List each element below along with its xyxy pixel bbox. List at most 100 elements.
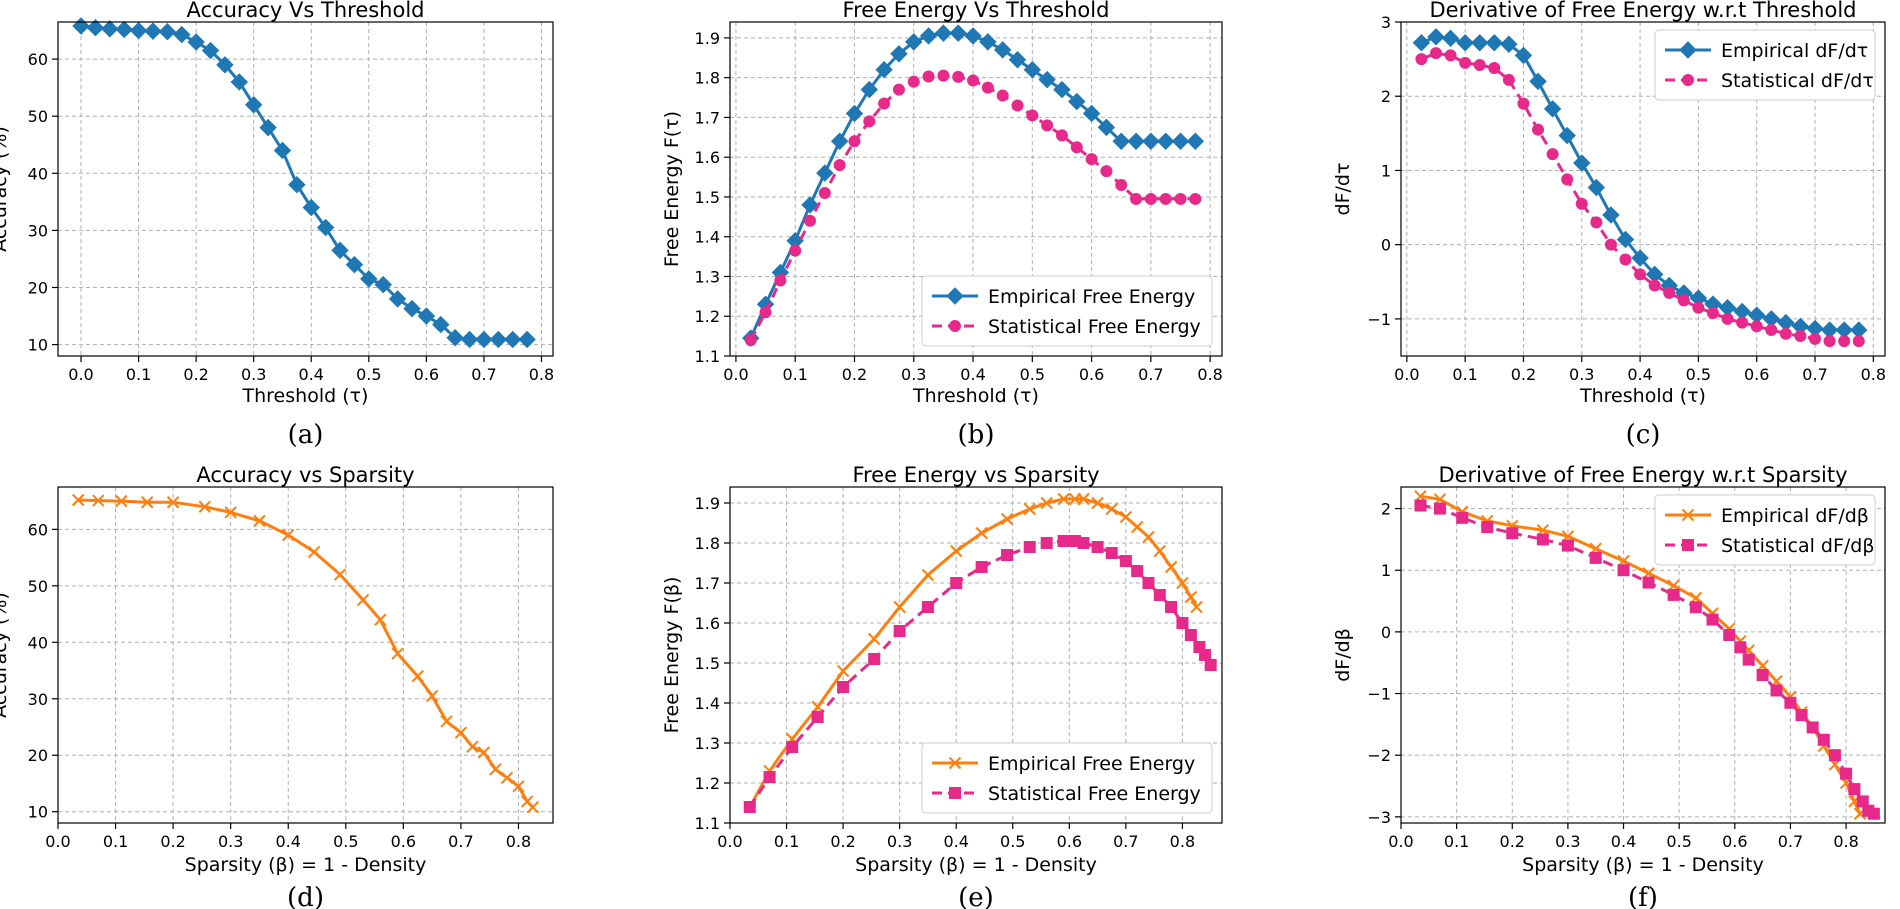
data-point (996, 89, 1009, 102)
x-tick-label: 0.5 (1686, 365, 1711, 384)
x-tick-label: 0.3 (901, 365, 926, 384)
data-point (1765, 324, 1778, 337)
data-point (1057, 535, 1070, 547)
series-line (748, 539, 1213, 808)
x-tick-label: 0.8 (529, 365, 554, 384)
data-point (867, 632, 881, 646)
data-point (993, 41, 1012, 59)
data-point (1119, 555, 1132, 567)
data-point (432, 315, 450, 334)
data-point (1616, 230, 1635, 249)
data-point (1077, 537, 1090, 549)
y-tick-label: 1.9 (695, 29, 720, 48)
data-point (388, 290, 407, 308)
x-tick-label: 0.0 (723, 365, 748, 384)
series-2 (1414, 499, 1880, 820)
grid-lines (58, 22, 553, 356)
data-point (411, 669, 424, 683)
data-point (198, 500, 211, 513)
x-tick-label: 0.5 (356, 365, 381, 384)
panel-caption: (e) (958, 883, 994, 909)
legend-label: Empirical dF/dβ (1721, 505, 1869, 527)
x-tick-label: 0.1 (103, 832, 128, 851)
data-point (1456, 34, 1474, 52)
plot-frame (57, 486, 554, 824)
y-tick-label: 1.1 (695, 347, 720, 366)
y-tick-label: 1.7 (695, 108, 720, 127)
data-point (1097, 118, 1116, 137)
series-1 (71, 493, 540, 814)
y-tick-label: 2 (1381, 500, 1391, 519)
legend: Empirical dF/dτ Statistical dF/dτ (1654, 29, 1876, 101)
legend-entry: Statistical dF/dβ (1665, 535, 1875, 557)
chart-2: 0.0 0.1 0.2 0.3 0.4 0.5 0.6 0.7 0.8 1.1 1.2 1.3 1.4 1… (661, 0, 1223, 450)
data-point (1040, 537, 1053, 549)
x-tick-label: 0.7 (1113, 832, 1138, 851)
chart-1: 0.0 0.1 0.2 0.3 0.4 0.5 0.6 0.7 0.8 10 20 30 40 50 60 A… (0, 0, 554, 450)
data-point (115, 20, 133, 39)
data-point (1456, 511, 1469, 524)
chart-title: Derivative of Free Energy w.r.t Threshol… (1429, 0, 1856, 22)
legend-entry: Empirical Free Energy (932, 753, 1195, 775)
data-point (288, 176, 306, 194)
x-tick-label: 0.1 (782, 365, 807, 384)
data-point (1153, 589, 1166, 601)
y-tick-label: 1.8 (695, 534, 720, 553)
data-point (1100, 165, 1113, 178)
x-axis-label: Sparsity (β) = 1 - Density (855, 854, 1097, 876)
legend-box (921, 742, 1213, 814)
x-tick-label: 0.4 (960, 365, 985, 384)
data-point (425, 689, 439, 703)
data-point (1105, 547, 1118, 559)
x-tick-label: 0.8 (1861, 365, 1886, 384)
data-point (975, 561, 988, 573)
data-point (1502, 73, 1515, 86)
data-point (1809, 332, 1822, 345)
data-point (1587, 178, 1606, 197)
data-point (744, 334, 757, 347)
data-point (1142, 530, 1155, 544)
x-tick-label: 0.2 (160, 832, 185, 851)
data-point (1184, 629, 1197, 641)
data-point (1471, 34, 1489, 52)
data-point (273, 141, 292, 160)
data-point (868, 653, 881, 665)
x-tick-label: 0.2 (183, 365, 208, 384)
data-point (417, 307, 436, 325)
y-tick-label: 1.2 (695, 307, 720, 326)
data-point (860, 80, 879, 99)
y-tick-label: 50 (28, 577, 48, 596)
legend-box (1654, 494, 1876, 566)
data-point (446, 329, 464, 347)
y-tick-label: 1.2 (695, 774, 720, 793)
panel-caption: (b) (958, 420, 995, 450)
data-point (1779, 327, 1792, 340)
data-point (1055, 129, 1068, 142)
data-point (1441, 29, 1460, 48)
data-point (201, 41, 220, 60)
data-point (921, 601, 934, 613)
data-point (893, 625, 906, 637)
series-line (80, 24, 528, 341)
data-point (763, 771, 776, 783)
data-point (166, 496, 180, 509)
data-point (253, 514, 266, 528)
x-tick-label: 0.4 (943, 832, 968, 851)
y-axis-label: Free Energy F(τ) (661, 111, 683, 267)
data-point (187, 33, 205, 51)
data-point (1001, 549, 1014, 561)
data-point (1142, 577, 1155, 589)
chart-title: Free Energy Vs Threshold (843, 0, 1110, 22)
x-tick-label: 0.8 (1833, 832, 1858, 851)
data-point (922, 70, 935, 83)
data-point (1750, 320, 1763, 333)
data-point (786, 741, 799, 753)
data-point (1604, 238, 1617, 251)
data-point (1171, 132, 1190, 150)
y-axis-label: dF/dτ (1332, 163, 1354, 216)
data-point (1023, 541, 1036, 553)
data-point (1642, 576, 1655, 589)
data-point (1176, 576, 1189, 590)
series-1 (1412, 28, 1868, 339)
